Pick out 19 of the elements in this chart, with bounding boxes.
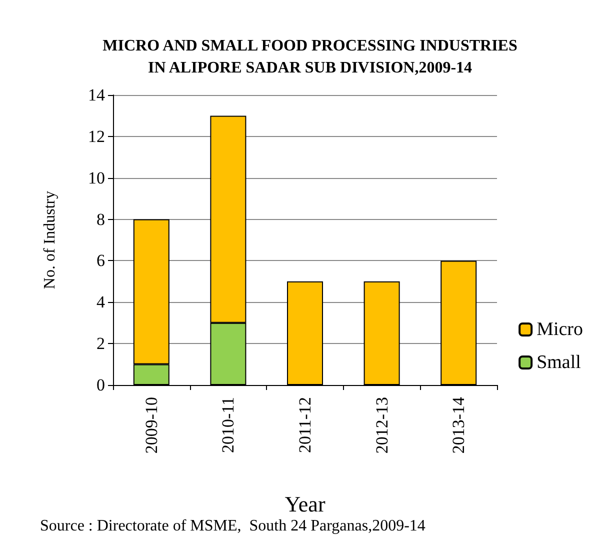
y-tick-label: 14 xyxy=(88,86,106,104)
y-tick-label: 2 xyxy=(96,334,105,354)
legend-label: Small xyxy=(536,352,581,373)
y-tick-label: 8 xyxy=(96,210,105,229)
y-tick-label: 6 xyxy=(96,251,105,270)
source-note: Source : Directorate of MSME, South 24 Parganas,2009-14 xyxy=(40,518,426,534)
y-tick-label: 12 xyxy=(88,126,105,146)
x-tick-label: 2013-14 xyxy=(449,396,468,454)
x-tick-label: 2010-11 xyxy=(218,397,238,454)
y-tick-label: 10 xyxy=(88,168,105,188)
y-tick-label: 0 xyxy=(96,376,105,394)
y-tick-label: 4 xyxy=(96,292,106,312)
x-tick-label: 2012-13 xyxy=(372,397,392,454)
chart-title: MICRO AND SMALL FOOD PROCESSING INDUSTRIES IN ALIPORE SADAR SUB DIVISION,2009-14 xyxy=(102,38,518,76)
x-tick-label: 2011-12 xyxy=(296,397,314,454)
x-axis-title: Year xyxy=(284,492,326,516)
x-tick-label: 2009-10 xyxy=(142,397,161,454)
legend-label: Micro xyxy=(536,319,584,340)
y-axis-title: No. of Industry xyxy=(42,190,58,290)
